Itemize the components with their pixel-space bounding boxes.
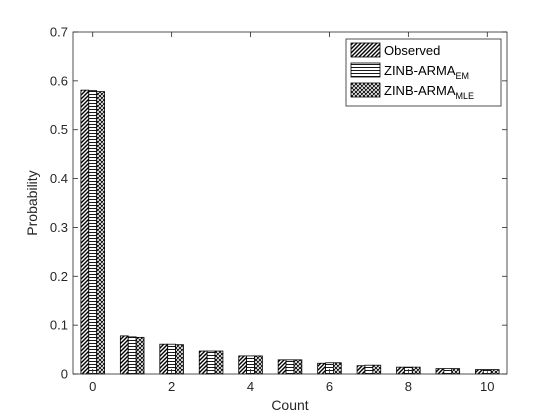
y-tick-label: 0.6 (50, 73, 68, 88)
bar-series-3-x-3 (214, 350, 224, 375)
legend-label-1: Observed (384, 43, 440, 58)
bar-series-2-x-3 (206, 350, 216, 375)
y-tick-label: 0.7 (50, 25, 68, 40)
bar-series-3-x-10 (490, 369, 500, 375)
legend-swatch-2 (350, 62, 381, 78)
bar-series-2-x-7 (364, 364, 374, 375)
bar-series-1-x-2 (159, 343, 169, 375)
bar-series-2-x-1 (127, 336, 137, 375)
bar-series-3-x-1 (135, 336, 145, 375)
y-tick-label: 0.1 (50, 318, 68, 333)
bar-series-3-x-2 (175, 344, 184, 375)
bar-series-1-x-0 (80, 89, 90, 375)
y-tick-label: 0.4 (50, 171, 68, 186)
x-tick-label: 0 (89, 379, 96, 394)
bar-series-3-x-9 (451, 368, 461, 375)
bar-series-1-x-3 (198, 350, 208, 375)
bar-series-1-x-4 (238, 355, 248, 375)
legend: Observed ZINB-ARMAEM ZINB-ARMAMLE (345, 38, 502, 107)
bar-series-3-x-6 (332, 362, 342, 375)
bar-series-1-x-1 (119, 335, 129, 375)
x-tick-label: 10 (480, 379, 494, 394)
y-axis-label: Probability (24, 170, 40, 235)
axes-group: 0 0.1 0.2 0.3 0.4 0.5 0.6 0.7 0 2 4 6 8 10 (50, 25, 508, 394)
bar-series-2-x-9 (443, 368, 453, 375)
bar-series-1-x-9 (435, 368, 445, 375)
legend-label-3: ZINB-ARMAMLE (384, 83, 474, 101)
y-tick-label: 0.5 (50, 122, 68, 137)
y-tick-label: 0.3 (50, 220, 68, 235)
x-tick-label: 4 (247, 379, 254, 394)
x-tick-label: 6 (326, 379, 333, 394)
bar-series-1-x-5 (277, 359, 287, 375)
bar-series-1-x-10 (475, 369, 484, 375)
bar-series-3-x-8 (411, 366, 421, 375)
bar-series-1-x-8 (396, 366, 405, 375)
legend-label-2: ZINB-ARMAEM (384, 63, 469, 81)
x-tick-label: 8 (405, 379, 412, 394)
axes-frame (72, 31, 508, 375)
x-tick-label: 2 (168, 379, 175, 394)
bar-series-3-x-0 (96, 91, 105, 375)
bar-series-1-x-7 (356, 365, 366, 375)
y-tick-label: 0.2 (50, 269, 68, 284)
bar-series-3-x-7 (372, 364, 382, 375)
bar-series-3-x-5 (293, 359, 303, 375)
bar-series-2-x-5 (285, 359, 295, 375)
x-axis-label: Count (271, 397, 308, 413)
bar-series-3-x-4 (254, 355, 263, 375)
bar-series-1-x-6 (317, 362, 326, 375)
bar-series-2-x-0 (88, 90, 98, 375)
y-tick-label: 0 (61, 367, 68, 382)
legend-swatch-1 (350, 42, 381, 58)
legend-swatch-3 (350, 82, 381, 98)
